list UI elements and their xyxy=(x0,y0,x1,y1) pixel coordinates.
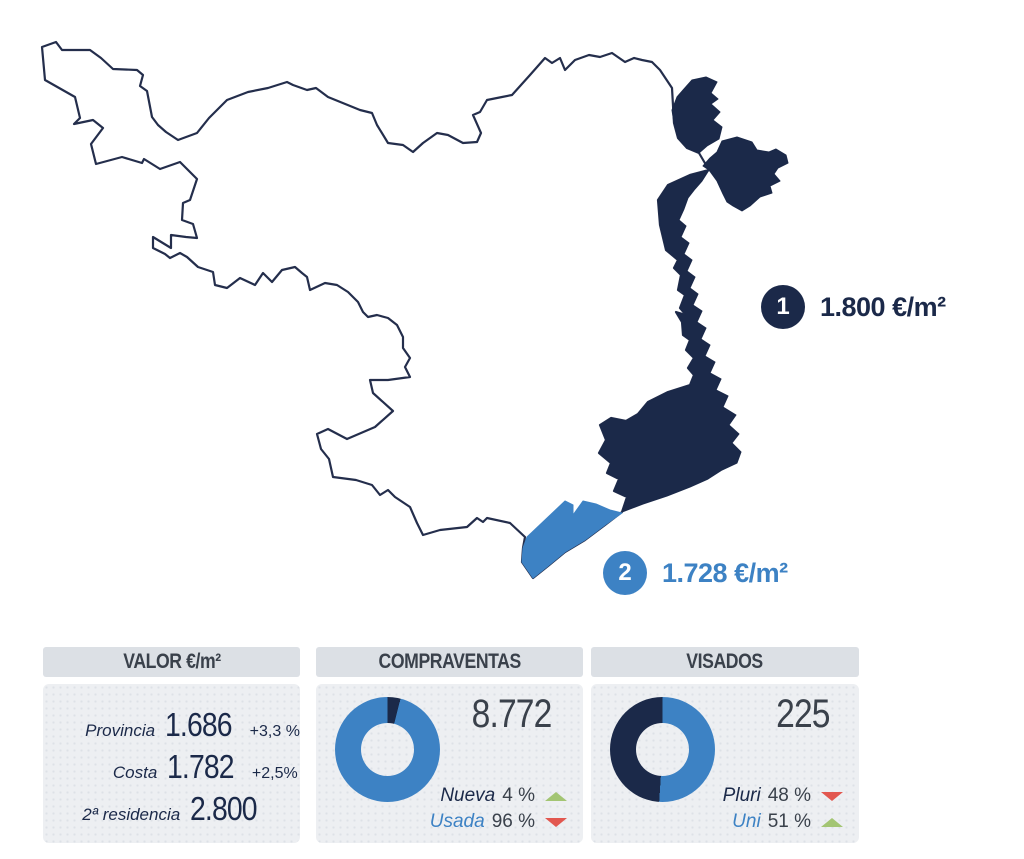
marker-2-circle: 2 xyxy=(603,551,647,595)
legend-row-pluri: Pluri 48 % xyxy=(723,785,843,807)
trend-icon xyxy=(545,791,567,801)
compraventas-legend: Nueva 4 % Usada 96 % xyxy=(430,785,567,833)
valor-row-delta: +2,5% xyxy=(251,765,298,782)
legend-label: Uni xyxy=(732,811,761,832)
valor-row-label: Provincia xyxy=(85,721,156,740)
legend-label: Nueva xyxy=(440,785,496,806)
marker-1-number: 1 xyxy=(776,293,790,320)
panel-valor-header: VALOR €/m² xyxy=(43,647,300,677)
valor-row-value: 1.686 xyxy=(165,706,233,743)
map-marker-2: 2 1.728 €/m² xyxy=(603,551,788,595)
legend-pct: 51 % xyxy=(767,811,811,832)
coastal-region-south-coast xyxy=(521,500,623,579)
valor-row-costa: Costa 1.782 +2,5% xyxy=(45,748,298,786)
marker-1-value: 1.800 €/m² xyxy=(820,291,946,322)
coastal-region-costa-brava xyxy=(598,76,789,513)
panel-valor: VALOR €/m² Provincia 1.686 +3,3 % Costa … xyxy=(43,647,300,843)
legend-pct: 96 % xyxy=(491,811,535,832)
trend-icon xyxy=(821,817,843,827)
valor-row-value: 1.782 xyxy=(167,748,235,785)
panel-visados: VISADOS 225 Pluri 48 % Uni 51 % xyxy=(591,647,859,843)
legend-label: Pluri xyxy=(722,785,761,806)
province-map: 1 1.800 €/m² 2 1.728 €/m² xyxy=(40,40,946,595)
valor-row-segunda-residencia: 2ª residencia 2.800 xyxy=(68,790,275,828)
valor-row-delta: +3,3 % xyxy=(249,723,300,740)
donut-hole xyxy=(361,723,414,776)
compraventas-donut-chart xyxy=(335,697,440,802)
panel-visados-header: VISADOS xyxy=(591,647,859,677)
panel-compraventas-title: COMPRAVENTAS xyxy=(378,650,521,673)
panel-visados-body: 225 Pluri 48 % Uni 51 % xyxy=(591,684,859,843)
panel-compraventas-body: 8.772 Nueva 4 % Usada 96 % xyxy=(316,684,583,843)
panel-compraventas-header: COMPRAVENTAS xyxy=(316,647,583,677)
map-marker-1: 1 1.800 €/m² xyxy=(761,285,946,329)
province-outline xyxy=(40,40,711,580)
visados-total: 225 xyxy=(776,692,830,736)
panel-compraventas: COMPRAVENTAS 8.772 Nueva 4 % Usada 96 % xyxy=(316,647,583,843)
legend-label: Usada xyxy=(429,811,485,832)
panel-valor-title: VALOR €/m² xyxy=(122,650,221,673)
legend-pct: 48 % xyxy=(767,785,811,806)
visados-donut-chart xyxy=(610,697,715,802)
valor-rows: Provincia 1.686 +3,3 % Costa 1.782 +2,5%… xyxy=(43,684,300,832)
province-map-svg xyxy=(40,40,789,580)
legend-row-uni: Uni 51 % xyxy=(732,811,843,833)
legend-row-usada: Usada 96 % xyxy=(430,811,567,833)
compraventas-total: 8.772 xyxy=(471,692,552,736)
valor-row-label: Costa xyxy=(112,763,158,782)
donut-hole xyxy=(636,723,689,776)
legend-row-nueva: Nueva 4 % xyxy=(440,785,567,807)
valor-row-label: 2ª residencia xyxy=(82,805,181,824)
panel-visados-title: VISADOS xyxy=(686,650,764,673)
legend-pct: 4 % xyxy=(502,785,535,806)
stats-panels: VALOR €/m² Provincia 1.686 +3,3 % Costa … xyxy=(43,647,859,843)
marker-1-circle: 1 xyxy=(761,285,805,329)
marker-2-value: 1.728 €/m² xyxy=(662,557,788,588)
marker-2-number: 2 xyxy=(618,559,632,586)
valor-row-provincia: Provincia 1.686 +3,3 % xyxy=(43,706,300,744)
valor-row-value: 2.800 xyxy=(190,790,258,827)
visados-legend: Pluri 48 % Uni 51 % xyxy=(723,785,843,833)
panel-valor-body: Provincia 1.686 +3,3 % Costa 1.782 +2,5%… xyxy=(43,684,300,843)
trend-icon xyxy=(821,791,843,801)
trend-icon xyxy=(545,817,567,827)
